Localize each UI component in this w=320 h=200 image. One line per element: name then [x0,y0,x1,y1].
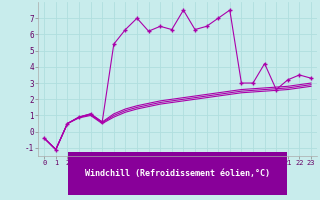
X-axis label: Windchill (Refroidissement éolien,°C): Windchill (Refroidissement éolien,°C) [85,169,270,178]
